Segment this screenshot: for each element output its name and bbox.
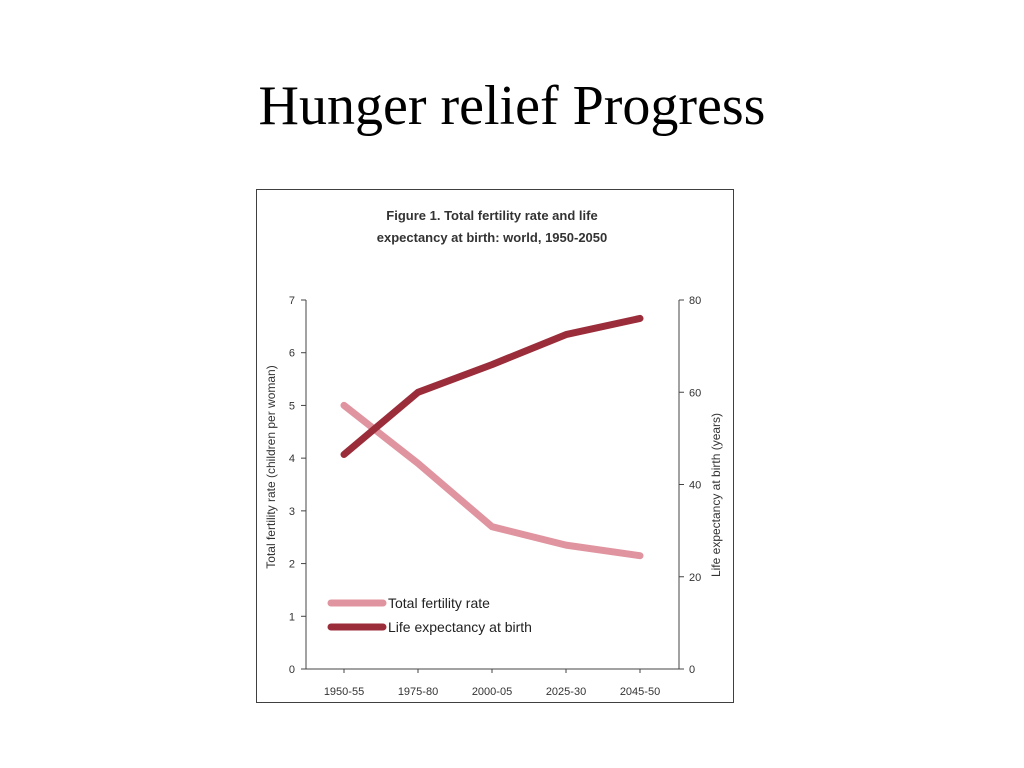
legend-label-total-fertility-rate: Total fertility rate — [388, 595, 490, 611]
y-left-tick-label: 3 — [289, 506, 295, 518]
series-line-life-expectancy-at-birth — [340, 314, 644, 458]
chart-figure: Figure 1. Total fertility rate and life … — [256, 189, 734, 703]
y-right-tick-label: 80 — [689, 295, 701, 307]
chart-legend: Total fertility rate Life expectancy at b… — [327, 595, 532, 635]
series-line-total-fertility-rate — [340, 401, 644, 560]
y-right-tick-label: 40 — [689, 480, 701, 492]
y-left-tick-label: 4 — [289, 453, 295, 465]
y-left-tick-label: 0 — [289, 664, 295, 676]
chart-series — [340, 314, 644, 560]
x-tick-label: 1975-80 — [398, 686, 438, 698]
y-right-tick-label: 20 — [689, 572, 701, 584]
legend-label-life-expectancy-at-birth: Life expectancy at birth — [388, 619, 532, 635]
y-axis-right-label: Life expectancy at birth (years) — [709, 413, 723, 577]
chart-title-line-1: Figure 1. Total fertility rate and life — [386, 208, 597, 223]
chart-svg: Figure 1. Total fertility rate and life … — [264, 208, 723, 698]
chart-ticks: 0 1 2 3 4 5 6 7 0 20 40 60 80 1950-55 1975-80 2000-05 20… — [289, 295, 701, 698]
chart-title-group: Figure 1. Total fertility rate and life … — [377, 208, 607, 245]
y-left-tick-label: 1 — [289, 611, 295, 623]
chart-axes — [305, 300, 680, 670]
y-right-tick-label: 0 — [689, 664, 695, 676]
x-tick-label: 2025-30 — [546, 686, 586, 698]
y-left-tick-label: 6 — [289, 348, 295, 360]
y-right-tick-label: 60 — [689, 387, 701, 399]
x-tick-label: 1950-55 — [324, 686, 364, 698]
slide-title: Hunger relief Progress — [258, 75, 766, 137]
y-left-tick-label: 2 — [289, 559, 295, 571]
y-left-tick-label: 5 — [289, 400, 295, 412]
y-axis-left-label: Total fertility rate (children per woman… — [264, 365, 278, 568]
chart-title-line-2: expectancy at birth: world, 1950-2050 — [377, 230, 607, 245]
x-tick-label: 2045-50 — [620, 686, 660, 698]
y-left-tick-label: 7 — [289, 295, 295, 307]
x-tick-label: 2000-05 — [472, 686, 512, 698]
